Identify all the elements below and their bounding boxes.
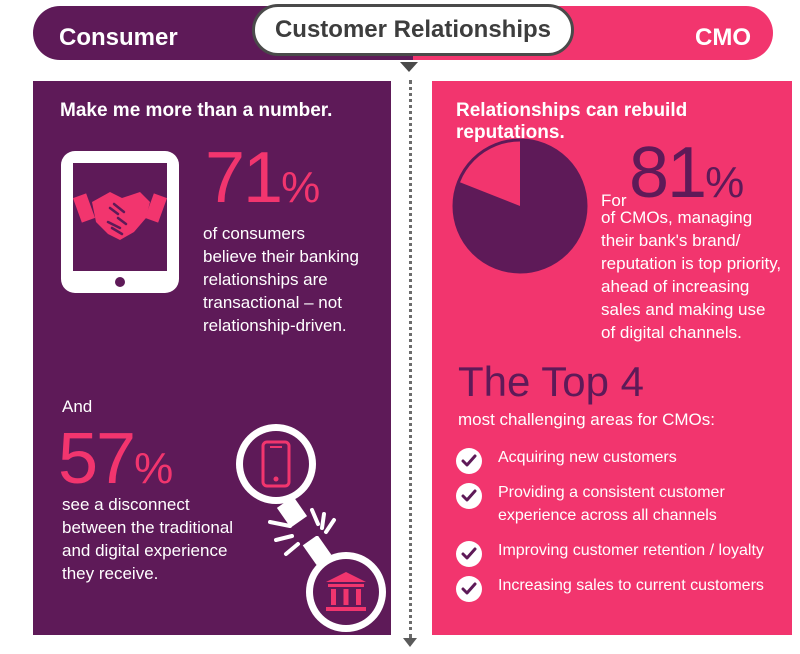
text-line: sales and making use	[601, 300, 766, 319]
cmo-stat-unit: %	[705, 158, 745, 207]
text-line: believe their banking	[203, 247, 359, 266]
text-line: between the traditional	[62, 518, 234, 537]
text-line: of digital channels.	[601, 323, 742, 342]
text-line: they receive.	[62, 564, 159, 583]
consumer-stat2-text: see a disconnect between the traditional…	[62, 493, 233, 585]
tablet-handshake-icon	[61, 151, 179, 293]
text-line: reputation is top priority,	[601, 254, 782, 273]
consumer-stat2-prefix: And	[62, 397, 93, 416]
cmo-stat-text: of CMOs, managing their bank's brand/ re…	[601, 206, 781, 344]
text-line: ahead of increasing	[601, 277, 750, 296]
page-title: Customer Relationships	[274, 16, 552, 43]
cmo-stat-prefix: For	[601, 191, 627, 210]
text-line: relationships are	[203, 270, 328, 289]
consumer-heading: Make me more than a number.	[60, 100, 333, 121]
cmo-stat-value: 81	[629, 133, 707, 213]
consumer-stat1-value: 71	[205, 138, 283, 218]
consumer-stat1-number: 71%	[205, 142, 320, 224]
cmo-stat-number: 81%	[629, 137, 744, 219]
divider-arrow-icon	[403, 638, 417, 647]
pie-slice	[454, 140, 586, 272]
consumer-stat2-unit: %	[134, 444, 174, 493]
text-line: transactional – not	[203, 293, 342, 312]
smartphone-icon	[236, 424, 316, 528]
text-line: and digital experience	[62, 541, 228, 560]
list-item: Improving customer retention / loyalty	[452, 539, 782, 567]
text-line: see a disconnect	[62, 495, 190, 514]
list-item: Increasing sales to current customers	[452, 574, 782, 602]
consumer-header-label: Consumer	[59, 24, 178, 51]
text-line: of CMOs, managing	[601, 208, 753, 227]
pill-pointer	[400, 62, 418, 72]
checkmark-icon	[456, 483, 482, 509]
top4-subtitle: most challenging areas for CMOs:	[458, 410, 715, 429]
center-title-pill: Customer Relationships	[252, 4, 574, 56]
cmo-heading: Relationships can rebuild reputations.	[456, 100, 688, 143]
checkmark-icon	[456, 576, 482, 602]
text-line: of consumers	[203, 224, 306, 243]
consumer-stat2-number: 57%	[58, 423, 173, 505]
text-line: relationship-driven.	[203, 316, 347, 335]
item-line: experience across all channels	[498, 507, 717, 524]
top4-list: Acquiring new customers Providing a cons…	[452, 446, 782, 602]
broken-chain-icon	[268, 508, 336, 556]
consumer-stat1-text: of consumers believe their banking relat…	[203, 222, 359, 337]
item-line: Acquiring new customers	[498, 449, 677, 466]
consumer-stat2-value: 57	[58, 419, 136, 499]
checkmark-icon	[456, 541, 482, 567]
consumer-stat1-unit: %	[281, 163, 321, 212]
list-item: Providing a consistent customer experien…	[452, 481, 782, 527]
item-line: Providing a consistent customer	[498, 484, 725, 501]
bank-icon	[302, 536, 386, 632]
dotted-divider	[409, 80, 412, 638]
checkmark-icon	[456, 448, 482, 474]
top4-title: The Top 4	[458, 358, 645, 405]
text-line: their bank's brand/	[601, 231, 741, 250]
item-line: Improving customer retention / loyalty	[498, 542, 764, 559]
list-item: Acquiring new customers	[452, 446, 782, 474]
cmo-header-label: CMO	[695, 24, 751, 51]
item-line: Increasing sales to current customers	[498, 577, 764, 594]
pie-chart-icon	[452, 138, 588, 274]
